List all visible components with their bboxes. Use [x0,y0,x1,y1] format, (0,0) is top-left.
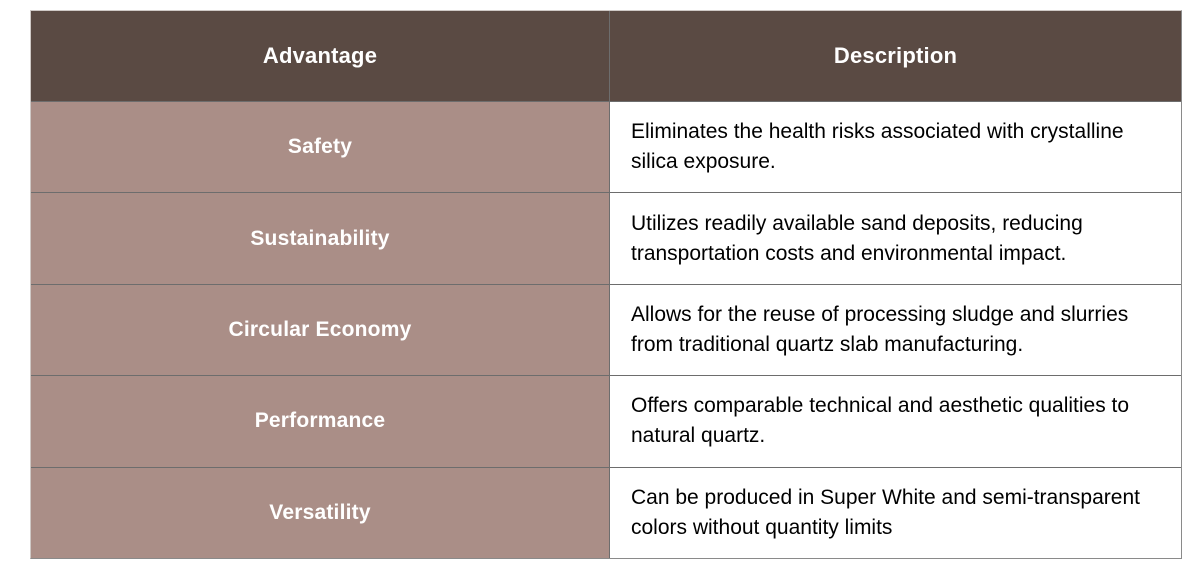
advantage-cell: Circular Economy [31,284,609,376]
table-row: Versatility Can be produced in Super Whi… [31,466,1181,559]
table-body: Safety Eliminates the health risks assoc… [31,101,1181,559]
description-text: Offers comparable technical and aestheti… [631,394,1130,448]
advantages-table: Advantage Description Safety Eliminates … [30,10,1182,559]
description-text: Can be produced in Super White and semi-… [631,485,1140,539]
table-row: Circular Economy Allows for the reuse of… [31,283,1181,376]
column-header-description: Description [609,11,1181,101]
description-cell: Eliminates the health risks associated w… [609,102,1181,193]
table-header-row: Advantage Description [31,11,1181,101]
description-cell: Utilizes readily available sand deposits… [609,193,1181,284]
description-text: Utilizes readily available sand deposits… [631,211,1083,265]
column-header-advantage: Advantage [262,43,378,68]
description-cell: Can be produced in Super White and semi-… [609,467,1181,559]
advantage-cell: Versatility [31,467,609,559]
description-cell: Offers comparable technical and aestheti… [609,376,1181,467]
table-row: Safety Eliminates the health risks assoc… [31,101,1181,193]
description-cell: Allows for the reuse of processing sludg… [609,284,1181,376]
advantage-cell: Safety [31,102,609,193]
advantage-cell: Sustainability [31,193,609,284]
description-text: Allows for the reuse of processing sludg… [631,303,1129,357]
description-text: Eliminates the health risks associated w… [631,120,1124,174]
table-row: Sustainability Utilizes readily availabl… [31,192,1181,284]
table-row: Performance Offers comparable technical … [31,375,1181,467]
advantage-cell: Performance [31,376,609,467]
